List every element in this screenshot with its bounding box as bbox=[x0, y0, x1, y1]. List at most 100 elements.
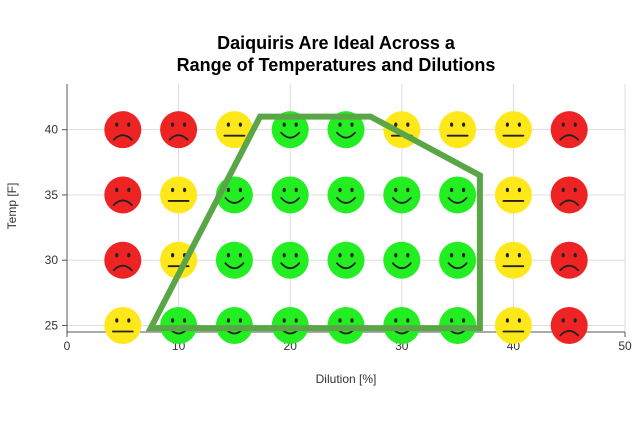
y-tick-label: 35 bbox=[45, 188, 59, 202]
left-eye bbox=[171, 187, 175, 193]
mouth bbox=[112, 199, 133, 206]
right-eye bbox=[517, 122, 522, 127]
right-eye bbox=[573, 187, 577, 193]
left-eye bbox=[282, 187, 286, 193]
mouth bbox=[112, 134, 133, 141]
mouth bbox=[112, 264, 133, 272]
left-eye bbox=[282, 253, 286, 258]
mouth bbox=[447, 197, 468, 204]
face-circle bbox=[550, 241, 588, 279]
right-eye bbox=[238, 318, 242, 323]
data-point-neutral-face bbox=[104, 306, 142, 344]
left-eye bbox=[171, 122, 175, 127]
x-tick-label: 50 bbox=[618, 339, 632, 353]
y-axis-label: Temp [F] bbox=[5, 183, 19, 230]
mouth bbox=[559, 199, 580, 206]
data-point-happy-face bbox=[271, 241, 309, 279]
data-point-happy-face bbox=[271, 176, 309, 214]
data-point-neutral-face bbox=[494, 241, 532, 279]
face-circle bbox=[494, 176, 532, 214]
mouth bbox=[280, 262, 301, 270]
mouth bbox=[280, 131, 301, 139]
face-circle bbox=[439, 176, 477, 214]
left-eye bbox=[505, 187, 509, 193]
left-eye bbox=[561, 318, 565, 323]
right-eye bbox=[350, 253, 354, 258]
face-circle bbox=[104, 241, 142, 279]
right-eye bbox=[573, 253, 577, 258]
face-circle bbox=[271, 111, 309, 149]
left-eye bbox=[450, 187, 454, 193]
left-eye bbox=[171, 318, 175, 323]
right-eye bbox=[517, 187, 522, 193]
left-eye bbox=[394, 122, 398, 127]
face-circle bbox=[160, 176, 198, 214]
ideal-region-outline bbox=[145, 113, 483, 332]
left-eye bbox=[338, 122, 342, 127]
y-tick-label: 40 bbox=[45, 123, 59, 137]
mouth bbox=[280, 197, 301, 204]
mouth bbox=[559, 264, 580, 272]
mouth bbox=[447, 262, 468, 270]
face-circle bbox=[550, 176, 588, 214]
left-eye bbox=[561, 187, 565, 193]
left-eye bbox=[226, 318, 230, 323]
data-point-neutral-face bbox=[494, 111, 532, 149]
data-point-happy-face bbox=[439, 241, 477, 279]
left-eye bbox=[338, 187, 342, 193]
face-circle bbox=[215, 241, 253, 279]
mouth bbox=[559, 134, 580, 141]
chart-title-line-2: Range of Temperatures and Dilutions bbox=[177, 55, 496, 75]
right-eye bbox=[238, 187, 242, 193]
right-eye bbox=[462, 318, 466, 323]
ideal-region bbox=[145, 113, 483, 332]
data-point-sad-face bbox=[104, 241, 142, 279]
face-circle bbox=[494, 111, 532, 149]
face-circle bbox=[271, 176, 309, 214]
left-eye bbox=[561, 122, 565, 127]
right-eye bbox=[238, 122, 242, 127]
left-eye bbox=[338, 253, 342, 258]
left-eye bbox=[505, 122, 509, 127]
data-point-neutral-face bbox=[160, 176, 198, 214]
right-eye bbox=[406, 253, 410, 258]
data-point-sad-face bbox=[160, 111, 198, 149]
mouth bbox=[336, 262, 356, 270]
face-circle bbox=[104, 306, 142, 344]
data-points bbox=[104, 111, 588, 344]
left-eye bbox=[171, 253, 175, 258]
left-eye bbox=[282, 318, 286, 323]
left-eye bbox=[394, 318, 398, 323]
left-eye bbox=[394, 253, 398, 258]
data-point-neutral-face bbox=[439, 111, 477, 149]
right-eye bbox=[127, 187, 131, 193]
right-eye bbox=[406, 122, 410, 127]
left-eye bbox=[115, 187, 119, 193]
left-eye bbox=[561, 253, 565, 258]
data-point-neutral-face bbox=[215, 111, 253, 149]
face-circle bbox=[439, 241, 477, 279]
y-tick-labels: 25 30 35 40 bbox=[45, 123, 59, 333]
mouth bbox=[224, 197, 245, 204]
chart-title-line-1: Daiquiris Are Ideal Across a bbox=[217, 33, 456, 53]
right-eye bbox=[573, 318, 577, 323]
face-circle bbox=[327, 111, 365, 149]
right-eye bbox=[462, 122, 466, 127]
mouth bbox=[336, 197, 356, 204]
data-point-happy-face bbox=[215, 241, 253, 279]
face-circle bbox=[271, 241, 309, 279]
left-eye bbox=[115, 253, 119, 258]
data-point-sad-face bbox=[104, 111, 142, 149]
right-eye bbox=[406, 318, 410, 323]
right-eye bbox=[294, 318, 298, 323]
right-eye bbox=[127, 253, 131, 258]
left-eye bbox=[505, 253, 509, 258]
left-eye bbox=[450, 318, 454, 323]
right-eye bbox=[573, 122, 577, 127]
left-eye bbox=[226, 253, 230, 258]
left-eye bbox=[115, 122, 119, 127]
left-eye bbox=[338, 318, 342, 323]
face-circle bbox=[215, 111, 253, 149]
face-circle bbox=[104, 176, 142, 214]
